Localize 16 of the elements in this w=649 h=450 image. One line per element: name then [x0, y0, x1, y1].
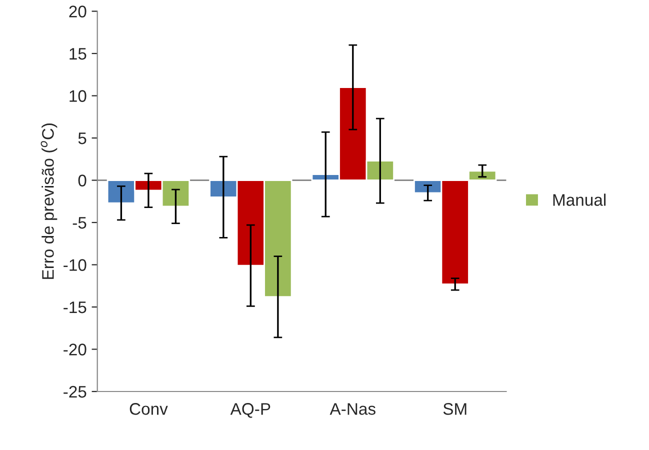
y-tick-label: -10 [64, 259, 86, 271]
y-axis-title: Erro de previsão ($^{o}$C) [40, 124, 58, 279]
y-tick-label: 10 [70, 90, 86, 102]
y-tick-label: 5 [78, 132, 86, 144]
y-tick-label: -20 [64, 344, 86, 356]
y-tick-label: 15 [70, 48, 86, 60]
y-tick-label: -25 [64, 386, 86, 398]
y-tick-label: -15 [64, 302, 86, 314]
x-tick-label: SM [443, 403, 466, 415]
x-tick-label: Conv [130, 403, 168, 415]
y-tick-label: 20 [69, 6, 86, 18]
x-tick-label: A-Nas [330, 403, 376, 415]
x-tick-label: AQ-P [230, 403, 270, 418]
y-tick-label: -5 [72, 217, 86, 229]
y-tick-label: 0 [78, 174, 86, 186]
legend-label: Manual [553, 194, 606, 206]
